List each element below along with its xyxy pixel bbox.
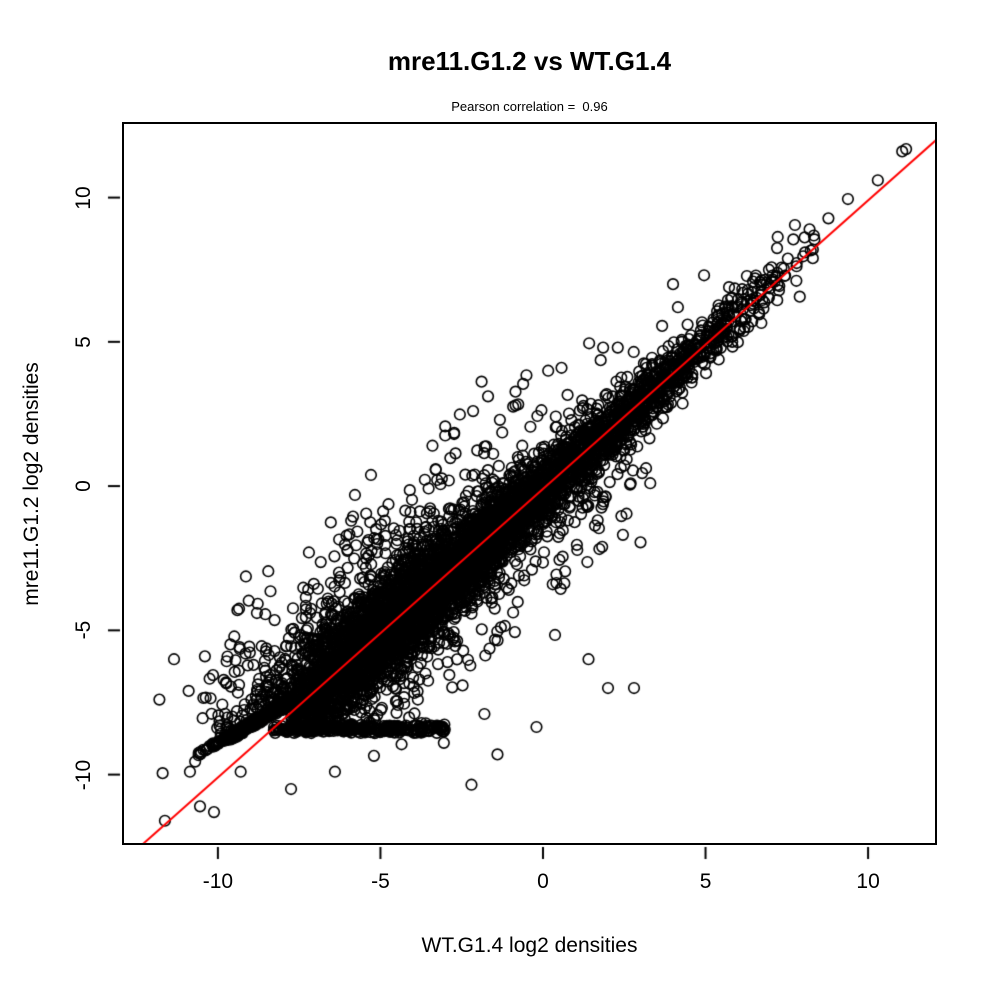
x-tick-label: 5 bbox=[699, 870, 712, 893]
y-axis-label: mre11.G1.2 log2 densities bbox=[20, 362, 43, 606]
x-tick-label: 0 bbox=[537, 870, 549, 893]
chart-title: mre11.G1.2 vs WT.G1.4 bbox=[387, 46, 672, 76]
y-tick-label: 0 bbox=[72, 480, 95, 492]
chart-subtitle: Pearson correlation = 0.96 bbox=[451, 99, 608, 114]
y-tick-label: 10 bbox=[72, 185, 95, 210]
x-tick-label: -5 bbox=[371, 870, 390, 893]
y-tick-label: 5 bbox=[72, 335, 95, 348]
y-tick-label: -5 bbox=[72, 621, 95, 640]
x-tick-label: -10 bbox=[202, 870, 234, 893]
plot-area-border bbox=[122, 122, 937, 845]
y-tick-label: -10 bbox=[72, 759, 95, 790]
x-tick-label: 10 bbox=[856, 870, 880, 893]
x-axis-label: WT.G1.4 log2 densities bbox=[421, 934, 638, 957]
